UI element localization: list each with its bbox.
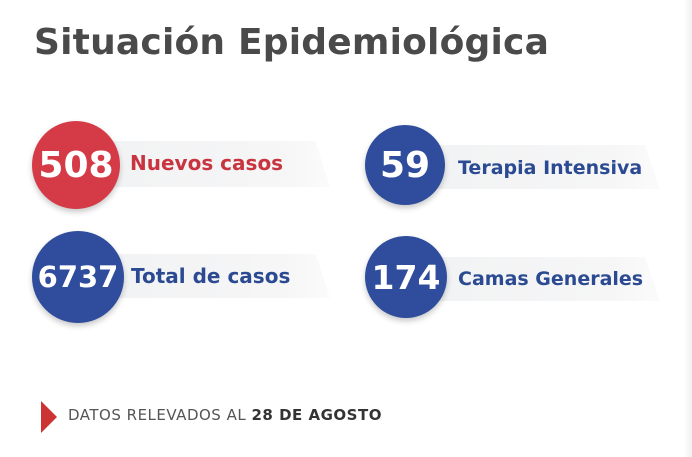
stat-value-badge: 59: [365, 125, 445, 205]
footer-prefix: DATOS RELEVADOS AL: [68, 406, 252, 424]
stat-label: Nuevos casos: [130, 151, 284, 175]
page-title: Situación Epidemiológica: [34, 22, 550, 63]
stat-value-badge: 174: [365, 236, 447, 318]
stat-value-badge: 6737: [32, 231, 124, 323]
stat-label: Camas Generales: [458, 268, 644, 290]
footer-date: 28 DE AGOSTO: [251, 406, 382, 424]
stat-value-badge: 508: [32, 121, 120, 209]
stat-band: [410, 145, 660, 189]
stat-band: [410, 257, 660, 301]
edge-shadow: [684, 0, 692, 457]
stat-label: Terapia Intensiva: [458, 157, 643, 179]
footer-note: DATOS RELEVADOS AL 28 DE AGOSTO: [68, 406, 382, 424]
stat-band: [84, 141, 330, 187]
stat-label: Total de casos: [131, 264, 291, 288]
stat-band: [90, 254, 330, 298]
triangle-marker-icon: [41, 401, 57, 433]
